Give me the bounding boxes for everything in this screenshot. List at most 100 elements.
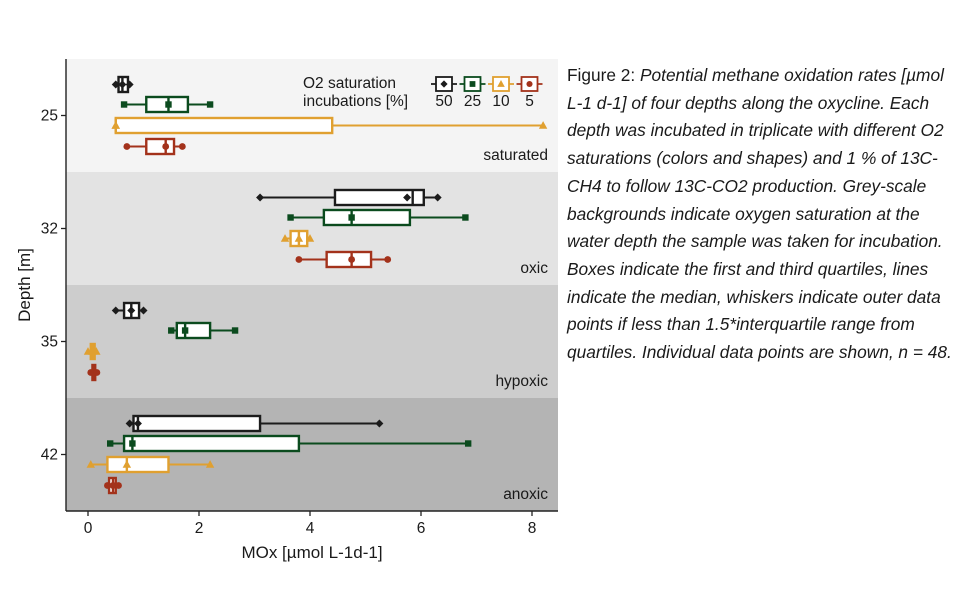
x-tick-label: 8 <box>528 520 537 537</box>
data-point <box>462 214 469 221</box>
box-group <box>83 342 101 361</box>
data-point <box>206 101 214 108</box>
caption-text: Potential methane oxidation rates [µmol … <box>567 65 952 363</box>
data-point <box>111 80 120 89</box>
data-point <box>125 80 134 89</box>
data-point <box>295 256 303 263</box>
box-group <box>287 208 469 227</box>
legend-key-marker <box>440 80 448 88</box>
data-point <box>104 482 111 489</box>
box-group <box>87 363 101 382</box>
box-group <box>120 95 214 114</box>
data-point <box>205 460 215 468</box>
legend-key-marker <box>526 80 533 88</box>
data-point <box>127 306 136 315</box>
data-point <box>375 419 384 428</box>
data-point <box>165 101 172 108</box>
data-point <box>86 460 95 468</box>
data-point <box>129 440 136 447</box>
data-point <box>139 306 148 315</box>
legend-title-line2: incubations [%] <box>303 93 408 110</box>
box-group <box>111 301 148 320</box>
box-series <box>83 75 548 495</box>
box-group <box>125 414 384 433</box>
data-point <box>92 347 101 355</box>
box-group <box>111 116 548 135</box>
data-point <box>162 143 170 150</box>
data-point <box>231 327 239 334</box>
data-point <box>115 482 122 489</box>
x-axis-title: MOx [µmol L-1d-1] <box>241 543 382 562</box>
zone-label: hypoxic <box>495 373 548 390</box>
data-point <box>125 419 134 428</box>
x-tick-label: 6 <box>417 520 426 537</box>
zone-label: anoxic <box>503 486 548 503</box>
y-axis-title: Depth [m] <box>15 248 34 322</box>
data-point <box>538 121 548 129</box>
data-point <box>168 327 175 334</box>
box-group <box>280 229 315 248</box>
axes: 25 32 35 42 0 2 4 6 8 MOx [µmol L-1d-1] Depth [m] <box>15 59 558 562</box>
data-point <box>348 214 355 221</box>
data-point <box>118 80 127 89</box>
data-point <box>93 369 101 376</box>
box <box>114 116 334 135</box>
data-point <box>111 306 120 315</box>
figure-caption: Figure 2: Potential methane oxidation ra… <box>567 62 952 367</box>
box-group <box>256 188 442 207</box>
box-group <box>104 476 122 495</box>
zone-background <box>66 172 558 285</box>
data-point <box>120 101 128 108</box>
legend-background <box>296 68 548 116</box>
data-point <box>122 460 132 468</box>
data-point <box>111 121 120 129</box>
data-point <box>305 234 315 242</box>
box-group <box>107 434 472 453</box>
box <box>132 414 262 433</box>
zone-label: saturated <box>483 147 548 164</box>
box <box>322 208 412 227</box>
data-point <box>348 256 356 263</box>
box-group <box>168 321 239 340</box>
data-point <box>109 482 117 489</box>
box-group <box>123 137 186 156</box>
zone-background <box>66 285 558 398</box>
legend-label: 10 <box>492 93 510 110</box>
box <box>175 321 212 340</box>
y-tick-label: 25 <box>41 108 58 125</box>
x-tick-label: 4 <box>306 520 315 537</box>
data-point <box>133 419 142 428</box>
data-point <box>294 234 304 242</box>
y-tick-label: 35 <box>41 334 58 351</box>
legend-title-line1: O2 saturation <box>303 75 396 92</box>
data-point <box>256 193 265 202</box>
data-point <box>280 234 290 242</box>
data-point <box>403 193 412 202</box>
box <box>333 188 425 207</box>
y-tick-label: 42 <box>41 447 58 464</box>
zone-label: oxic <box>520 260 548 277</box>
box <box>106 455 170 474</box>
x-tick-label: 0 <box>84 520 93 537</box>
legend-key-marker <box>497 80 505 87</box>
legend-label: 25 <box>464 93 481 110</box>
data-point <box>384 256 392 263</box>
data-point <box>107 440 114 447</box>
data-point <box>464 440 472 447</box>
data-point <box>181 327 189 334</box>
box <box>122 434 301 453</box>
data-point <box>433 193 442 202</box>
box-group <box>295 250 392 269</box>
box <box>145 137 176 156</box>
box-group <box>111 75 134 94</box>
box-group <box>86 455 215 474</box>
data-point <box>287 214 294 221</box>
data-point <box>123 143 131 150</box>
x-tick-label: 2 <box>195 520 204 537</box>
legend-key-marker <box>469 81 476 87</box>
data-point <box>178 143 186 150</box>
legend-label: 50 <box>435 93 453 110</box>
legend-label: 5 <box>525 93 534 110</box>
